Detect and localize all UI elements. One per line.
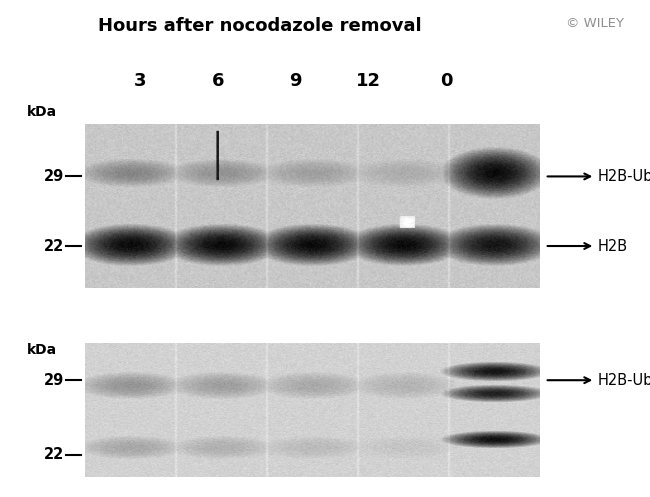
Text: 9: 9 (289, 72, 302, 89)
Text: 29: 29 (44, 169, 64, 184)
Text: H2B: H2B (547, 239, 628, 253)
Text: © WILEY: © WILEY (566, 17, 624, 30)
Text: 22: 22 (44, 447, 64, 462)
Text: 6: 6 (211, 72, 224, 89)
Text: Hours after nocodazole removal: Hours after nocodazole removal (98, 17, 422, 35)
Text: 0: 0 (440, 72, 453, 89)
Text: 29: 29 (44, 373, 64, 388)
Text: kDa: kDa (27, 105, 57, 119)
Text: H2B-Ub: H2B-Ub (547, 169, 650, 184)
Text: 3: 3 (133, 72, 146, 89)
Text: H2B-Ub: H2B-Ub (547, 373, 650, 388)
Text: 12: 12 (356, 72, 381, 89)
Text: 22: 22 (44, 239, 64, 253)
Text: kDa: kDa (27, 343, 57, 357)
